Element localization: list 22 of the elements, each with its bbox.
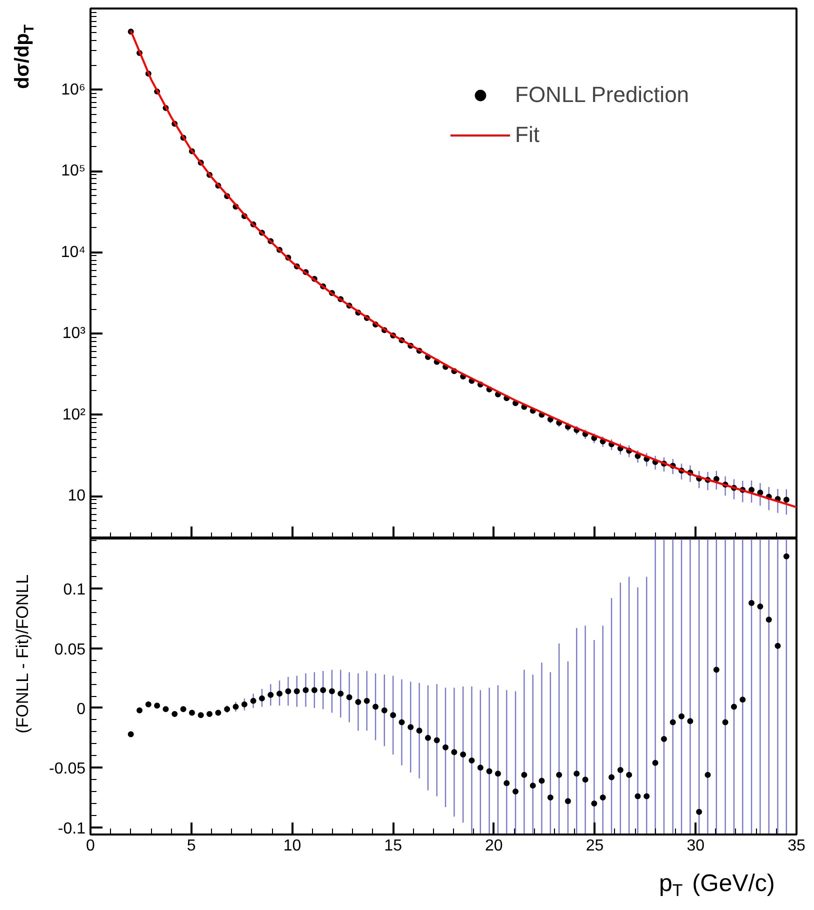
y-tick-label: 10⁵	[61, 162, 86, 180]
y-tick-label: 0.05	[54, 641, 86, 658]
y-tick-label: 0	[76, 700, 86, 718]
y-tick-label: -0.1	[58, 820, 86, 838]
x-tick-label: 5	[186, 838, 196, 854]
y-axis-title: dσ/dpT	[12, 24, 36, 89]
x-tick-label: 25	[586, 838, 604, 854]
x-tick-label: 10	[283, 838, 302, 854]
y-tick-label: 10³	[62, 325, 86, 342]
y-tick-label: 10⁴	[60, 244, 86, 261]
legend-label: Fit	[515, 122, 540, 148]
x-tick-label: 15	[384, 838, 402, 854]
y-tick-label: 0.1	[63, 582, 86, 599]
y-axis-title: (FONLL - Fit)/FONLL	[13, 574, 32, 734]
legend-label: FONLL Prediction	[515, 82, 690, 108]
x-tick-label: 30	[686, 838, 705, 854]
x-tick-label: 20	[485, 838, 503, 854]
y-tick-label: 10	[68, 488, 86, 505]
y-tick-label: -0.05	[49, 760, 86, 778]
y-tick-label: 10⁶	[61, 81, 86, 98]
y-tick-label: 10²	[62, 406, 86, 424]
x-tick-label: 35	[788, 838, 806, 854]
